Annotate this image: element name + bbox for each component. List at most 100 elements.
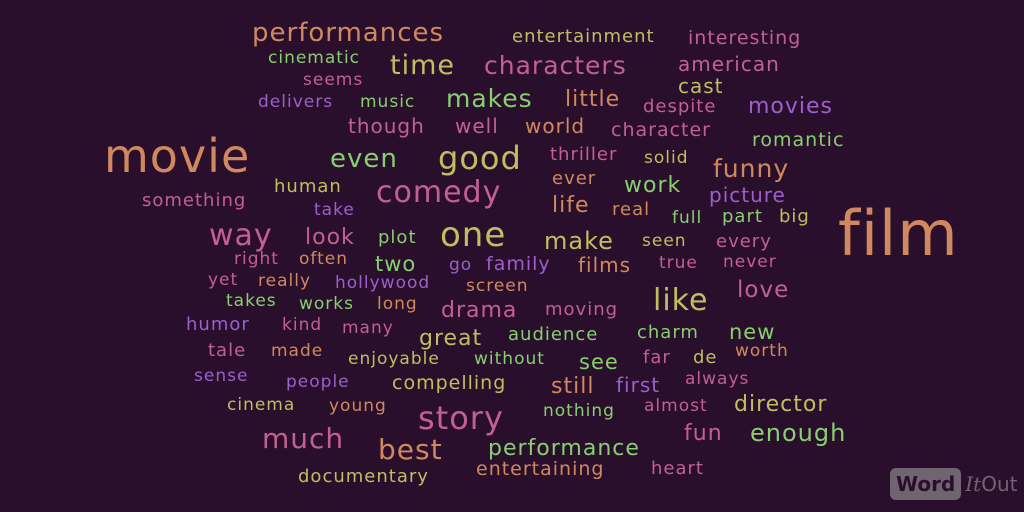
- cloud-word-made: made: [271, 341, 324, 361]
- cloud-word-often: often: [299, 249, 348, 269]
- cloud-word-romantic: romantic: [752, 129, 845, 151]
- cloud-word-works: works: [299, 294, 354, 314]
- cloud-word-cinematic: cinematic: [268, 48, 361, 68]
- cloud-word-funny: funny: [713, 154, 790, 183]
- cloud-word-cast: cast: [678, 74, 724, 98]
- cloud-word-family: family: [486, 253, 551, 275]
- cloud-word-drama: drama: [441, 298, 518, 323]
- cloud-word-much: much: [262, 422, 345, 455]
- cloud-word-love: love: [737, 277, 790, 303]
- cloud-word-many: many: [342, 318, 394, 338]
- cloud-word-always: always: [685, 369, 750, 389]
- cloud-word-humor: humor: [186, 314, 250, 335]
- cloud-word-almost: almost: [644, 396, 708, 416]
- cloud-word-solid: solid: [644, 148, 689, 168]
- cloud-word-nothing: nothing: [543, 401, 615, 421]
- cloud-word-sense: sense: [194, 366, 249, 386]
- cloud-word-seen: seen: [642, 231, 687, 251]
- cloud-word-movies: movies: [748, 94, 834, 119]
- cloud-word-work: work: [624, 173, 682, 198]
- cloud-word-first: first: [616, 373, 661, 397]
- cloud-word-see: see: [579, 350, 619, 374]
- wordle-logo: Word It Out: [890, 468, 1017, 500]
- cloud-word-still: still: [551, 374, 595, 399]
- cloud-word-delivers: delivers: [258, 92, 334, 112]
- cloud-word-moving: moving: [545, 299, 619, 320]
- cloud-word-fun: fun: [684, 421, 723, 446]
- cloud-word-makes: makes: [446, 84, 533, 113]
- cloud-word-thriller: thriller: [550, 144, 618, 165]
- cloud-word-american: american: [678, 52, 780, 76]
- cloud-word-something: something: [142, 190, 247, 211]
- cloud-word-enjoyable: enjoyable: [348, 349, 440, 369]
- cloud-word-without: without: [474, 349, 545, 369]
- cloud-word-story: story: [418, 399, 504, 437]
- cloud-word-true: true: [659, 253, 698, 273]
- cloud-word-new: new: [729, 320, 776, 344]
- cloud-word-life: life: [552, 193, 590, 218]
- logo-out: Out: [981, 472, 1018, 496]
- cloud-word-performance: performance: [488, 436, 640, 461]
- cloud-word-characters: characters: [484, 51, 627, 80]
- cloud-word-audience: audience: [508, 324, 599, 345]
- cloud-word-entertaining: entertaining: [476, 458, 605, 480]
- cloud-word-heart: heart: [651, 458, 704, 479]
- cloud-word-compelling: compelling: [392, 372, 507, 394]
- cloud-word-like: like: [653, 283, 709, 318]
- cloud-word-music: music: [360, 92, 416, 112]
- logo-it: It: [965, 472, 982, 496]
- cloud-word-young: young: [329, 396, 387, 416]
- cloud-word-even: even: [330, 144, 398, 174]
- cloud-word-comedy: comedy: [376, 175, 502, 210]
- cloud-word-though: though: [348, 114, 425, 138]
- cloud-word-good: good: [438, 139, 522, 177]
- cloud-word-cinema: cinema: [227, 395, 296, 415]
- cloud-word-charm: charm: [637, 322, 699, 343]
- cloud-word-human: human: [274, 176, 342, 197]
- cloud-word-never: never: [723, 252, 777, 272]
- cloud-word-real: real: [612, 199, 651, 220]
- cloud-word-look: look: [305, 225, 355, 250]
- cloud-word-picture: picture: [709, 183, 786, 207]
- cloud-word-plot: plot: [378, 227, 417, 248]
- cloud-word-tale: tale: [208, 340, 247, 361]
- cloud-word-full: full: [672, 208, 703, 228]
- cloud-word-performances: performances: [252, 18, 445, 48]
- cloud-word-worth: worth: [735, 341, 789, 361]
- cloud-word-right: right: [234, 249, 279, 269]
- cloud-word-seems: seems: [303, 70, 364, 90]
- cloud-word-great: great: [419, 326, 483, 351]
- cloud-word-film: film: [838, 197, 959, 270]
- cloud-word-ever: ever: [552, 168, 597, 189]
- cloud-word-documentary: documentary: [298, 466, 429, 487]
- cloud-word-enough: enough: [750, 419, 847, 447]
- cloud-word-far: far: [643, 347, 671, 368]
- cloud-word-character: character: [611, 119, 711, 141]
- cloud-word-go: go: [449, 255, 473, 275]
- cloud-word-big: big: [779, 206, 810, 227]
- cloud-word-one: one: [440, 215, 507, 255]
- cloud-word-yet: yet: [208, 270, 239, 290]
- cloud-word-movie: movie: [104, 129, 251, 183]
- cloud-word-director: director: [734, 392, 828, 417]
- cloud-word-takes: takes: [226, 291, 277, 311]
- cloud-word-take: take: [314, 200, 355, 220]
- cloud-word-well: well: [455, 114, 499, 138]
- cloud-word-entertainment: entertainment: [512, 26, 655, 47]
- cloud-word-part: part: [722, 206, 763, 227]
- cloud-word-people: people: [286, 372, 350, 392]
- cloud-word-really: really: [258, 271, 311, 291]
- cloud-word-de: de: [693, 347, 718, 368]
- cloud-word-every: every: [716, 231, 772, 252]
- cloud-word-despite: despite: [643, 96, 717, 117]
- cloud-word-time: time: [390, 50, 456, 81]
- logo-word: Word: [890, 468, 962, 500]
- cloud-word-films: films: [578, 253, 632, 277]
- cloud-word-long: long: [377, 294, 418, 314]
- cloud-word-little: little: [565, 87, 621, 112]
- cloud-word-world: world: [525, 114, 586, 138]
- cloud-word-best: best: [378, 433, 443, 466]
- cloud-word-interesting: interesting: [688, 27, 802, 49]
- cloud-word-kind: kind: [282, 315, 323, 335]
